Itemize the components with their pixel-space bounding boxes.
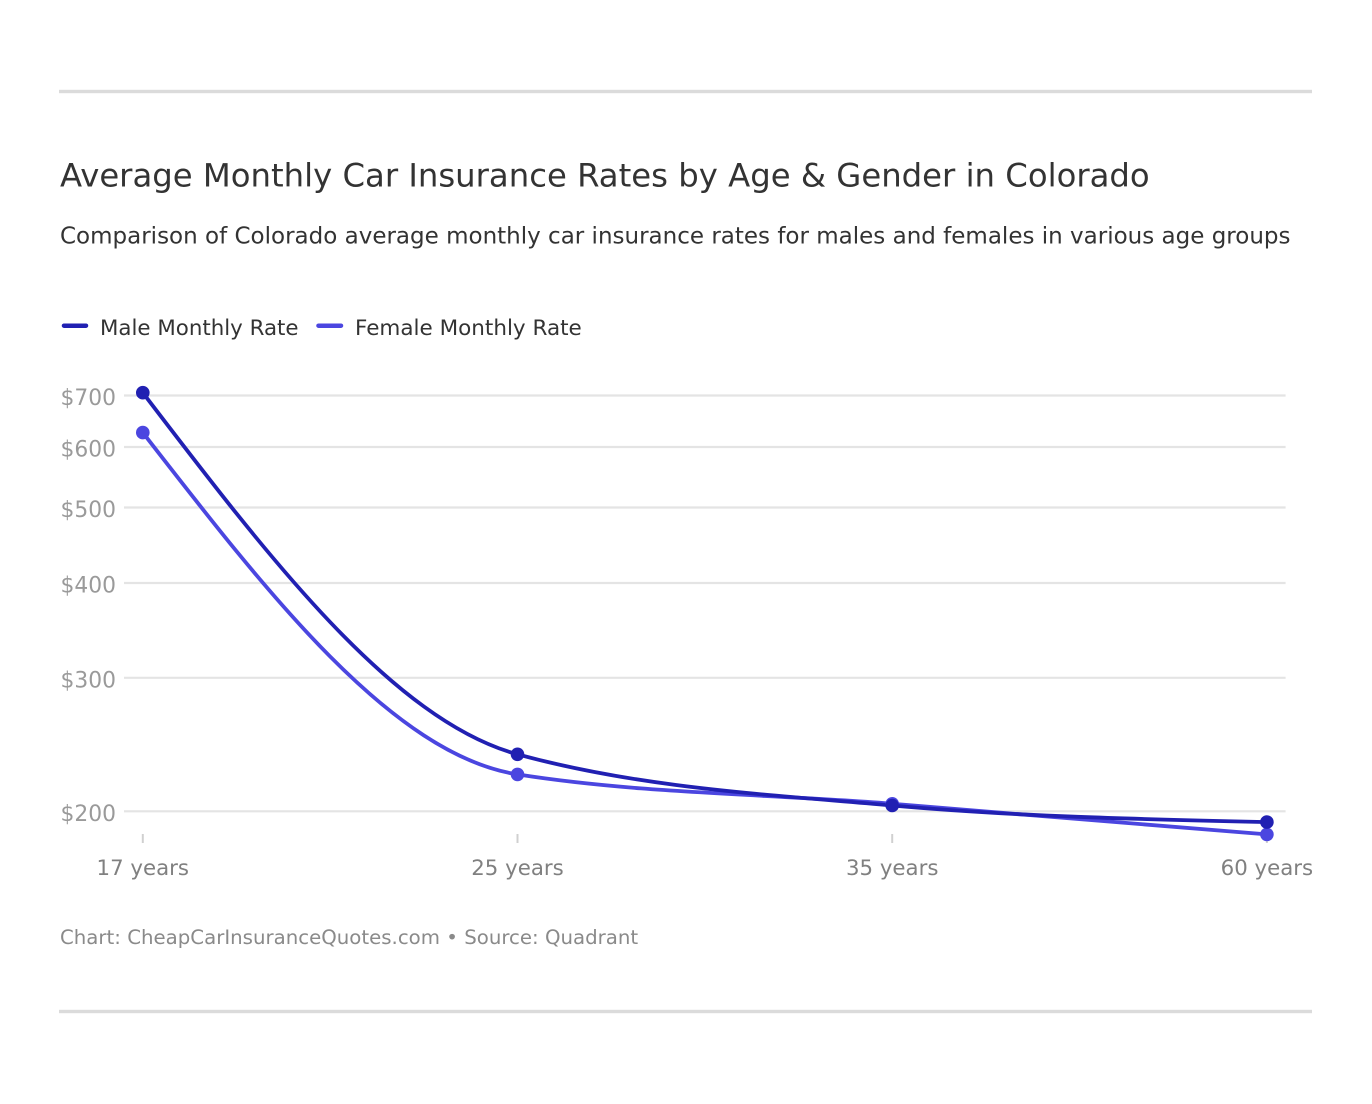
svg-text:Average Monthly Car Insurance: Average Monthly Car Insurance Rates by A…	[60, 157, 1150, 195]
svg-text:Chart: CheapCarInsuranceQuotes: Chart: CheapCarInsuranceQuotes.com • Sou…	[60, 926, 638, 949]
svg-text:$500: $500	[61, 498, 116, 523]
svg-text:Comparison of Colorado average: Comparison of Colorado average monthly c…	[60, 224, 1290, 250]
svg-text:Female Monthly Rate: Female Monthly Rate	[355, 316, 582, 341]
svg-text:17 years: 17 years	[97, 856, 189, 881]
svg-text:35 years: 35 years	[846, 856, 938, 881]
svg-text:Male Monthly Rate: Male Monthly Rate	[100, 316, 299, 341]
svg-text:25 years: 25 years	[471, 856, 563, 881]
svg-text:$700: $700	[61, 386, 116, 411]
svg-text:$400: $400	[61, 574, 116, 599]
svg-text:$600: $600	[61, 438, 116, 463]
svg-text:60 years: 60 years	[1221, 856, 1313, 881]
svg-text:$300: $300	[61, 668, 116, 693]
svg-text:$200: $200	[61, 802, 116, 827]
